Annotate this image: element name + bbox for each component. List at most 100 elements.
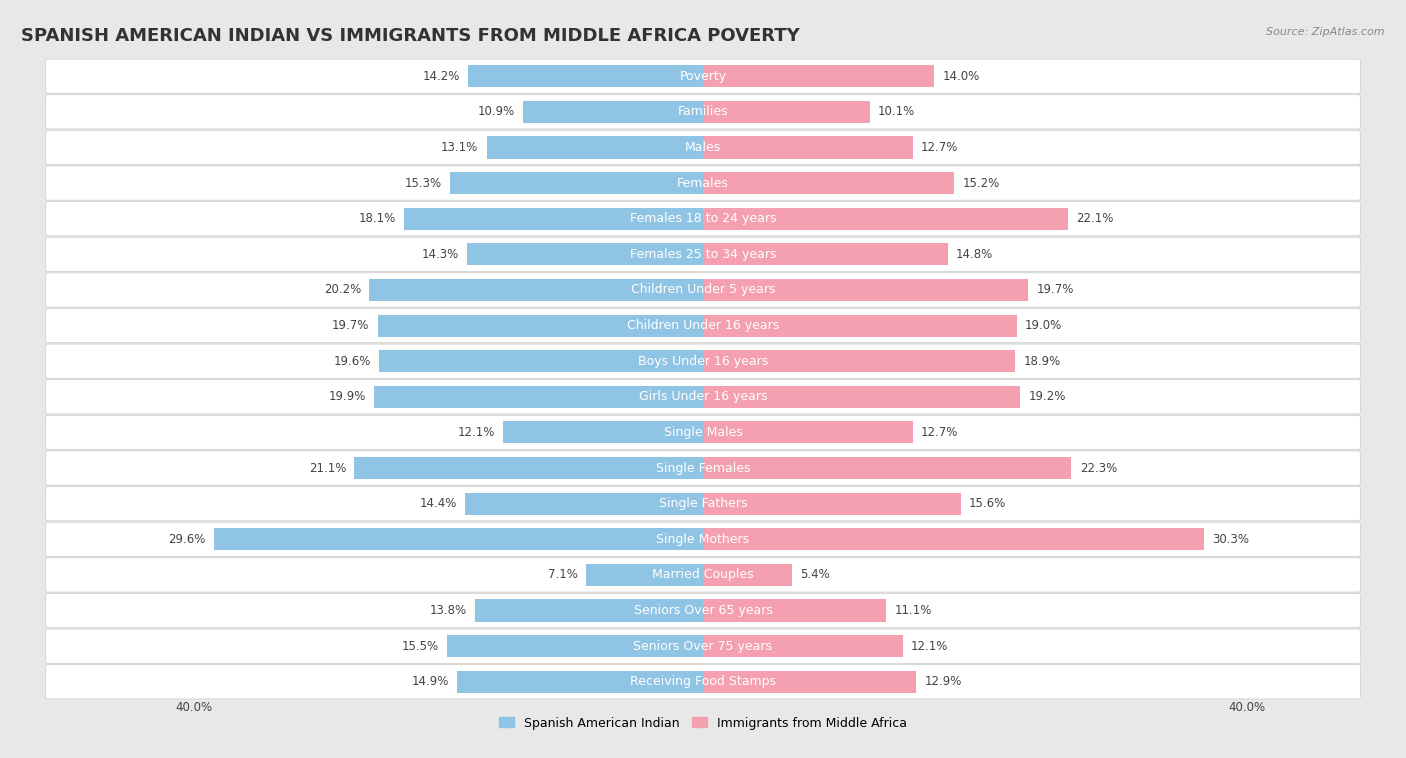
Legend: Spanish American Indian, Immigrants from Middle Africa: Spanish American Indian, Immigrants from… (494, 712, 912, 735)
Bar (447, 635, 703, 657)
FancyBboxPatch shape (45, 558, 1361, 592)
Text: 10.9%: 10.9% (478, 105, 515, 118)
Text: 22.1%: 22.1% (1077, 212, 1114, 225)
FancyBboxPatch shape (45, 451, 1361, 485)
Text: Seniors Over 65 years: Seniors Over 65 years (634, 604, 772, 617)
Text: Poverty: Poverty (679, 70, 727, 83)
Text: Children Under 16 years: Children Under 16 years (627, 319, 779, 332)
Bar (380, 350, 703, 372)
Bar (703, 564, 792, 586)
FancyBboxPatch shape (45, 95, 1361, 129)
FancyBboxPatch shape (45, 273, 1361, 307)
Text: 30.3%: 30.3% (1212, 533, 1249, 546)
Text: Single Males: Single Males (664, 426, 742, 439)
Text: Females: Females (678, 177, 728, 190)
Text: 14.2%: 14.2% (423, 70, 460, 83)
Text: 19.9%: 19.9% (329, 390, 366, 403)
Text: Females 18 to 24 years: Females 18 to 24 years (630, 212, 776, 225)
Text: 21.1%: 21.1% (309, 462, 346, 475)
Text: 19.7%: 19.7% (1036, 283, 1074, 296)
Text: Males: Males (685, 141, 721, 154)
FancyBboxPatch shape (45, 130, 1361, 164)
Bar (703, 457, 1071, 479)
Text: 15.3%: 15.3% (405, 177, 441, 190)
Text: 12.7%: 12.7% (921, 141, 959, 154)
Bar (703, 671, 917, 693)
Bar (586, 564, 703, 586)
Text: Girls Under 16 years: Girls Under 16 years (638, 390, 768, 403)
Bar (374, 386, 703, 408)
Bar (475, 600, 703, 622)
Bar (703, 279, 1028, 301)
Bar (370, 279, 703, 301)
Text: 18.9%: 18.9% (1024, 355, 1060, 368)
Bar (468, 65, 703, 87)
Bar (703, 315, 1017, 337)
Bar (457, 671, 703, 693)
Text: 19.6%: 19.6% (333, 355, 371, 368)
Bar (354, 457, 703, 479)
Text: 7.1%: 7.1% (547, 568, 578, 581)
Text: 11.1%: 11.1% (894, 604, 932, 617)
Bar (503, 421, 703, 443)
FancyBboxPatch shape (45, 166, 1361, 200)
FancyBboxPatch shape (45, 380, 1361, 414)
Bar (450, 172, 703, 194)
Text: Source: ZipAtlas.com: Source: ZipAtlas.com (1267, 27, 1385, 36)
Text: 14.0%: 14.0% (942, 70, 980, 83)
Text: Married Couples: Married Couples (652, 568, 754, 581)
Text: 12.9%: 12.9% (924, 675, 962, 688)
Bar (378, 315, 703, 337)
Text: 15.6%: 15.6% (969, 497, 1007, 510)
Text: 10.1%: 10.1% (879, 105, 915, 118)
Bar (703, 350, 1015, 372)
Text: 13.1%: 13.1% (441, 141, 478, 154)
Bar (703, 421, 912, 443)
Text: 40.0%: 40.0% (1229, 701, 1265, 714)
FancyBboxPatch shape (45, 59, 1361, 93)
Text: Receiving Food Stamps: Receiving Food Stamps (630, 675, 776, 688)
Bar (486, 136, 703, 158)
Text: SPANISH AMERICAN INDIAN VS IMMIGRANTS FROM MIDDLE AFRICA POVERTY: SPANISH AMERICAN INDIAN VS IMMIGRANTS FR… (21, 27, 800, 45)
Bar (703, 172, 955, 194)
FancyBboxPatch shape (45, 415, 1361, 449)
Text: 12.1%: 12.1% (457, 426, 495, 439)
Text: 15.5%: 15.5% (402, 640, 439, 653)
Text: 29.6%: 29.6% (169, 533, 205, 546)
FancyBboxPatch shape (45, 522, 1361, 556)
Bar (214, 528, 703, 550)
Bar (467, 243, 703, 265)
Text: 13.8%: 13.8% (430, 604, 467, 617)
Text: 14.9%: 14.9% (411, 675, 449, 688)
Text: 19.2%: 19.2% (1028, 390, 1066, 403)
FancyBboxPatch shape (45, 344, 1361, 378)
Text: 22.3%: 22.3% (1080, 462, 1116, 475)
FancyBboxPatch shape (45, 629, 1361, 663)
Text: Boys Under 16 years: Boys Under 16 years (638, 355, 768, 368)
Text: 12.7%: 12.7% (921, 426, 959, 439)
Bar (703, 493, 960, 515)
Bar (703, 386, 1021, 408)
Bar (703, 101, 870, 123)
Text: Seniors Over 75 years: Seniors Over 75 years (634, 640, 772, 653)
Text: 20.2%: 20.2% (323, 283, 361, 296)
Text: 5.4%: 5.4% (800, 568, 830, 581)
FancyBboxPatch shape (45, 487, 1361, 521)
FancyBboxPatch shape (45, 237, 1361, 271)
Bar (523, 101, 703, 123)
Text: 40.0%: 40.0% (176, 701, 212, 714)
Bar (703, 208, 1069, 230)
Text: Children Under 5 years: Children Under 5 years (631, 283, 775, 296)
Text: 14.3%: 14.3% (422, 248, 458, 261)
FancyBboxPatch shape (45, 665, 1361, 699)
Text: Single Females: Single Females (655, 462, 751, 475)
Text: Females 25 to 34 years: Females 25 to 34 years (630, 248, 776, 261)
Bar (703, 243, 948, 265)
Text: 12.1%: 12.1% (911, 640, 949, 653)
Bar (703, 65, 934, 87)
Text: Families: Families (678, 105, 728, 118)
Text: 18.1%: 18.1% (359, 212, 395, 225)
Bar (703, 136, 912, 158)
Text: Single Fathers: Single Fathers (659, 497, 747, 510)
Text: 15.2%: 15.2% (962, 177, 1000, 190)
